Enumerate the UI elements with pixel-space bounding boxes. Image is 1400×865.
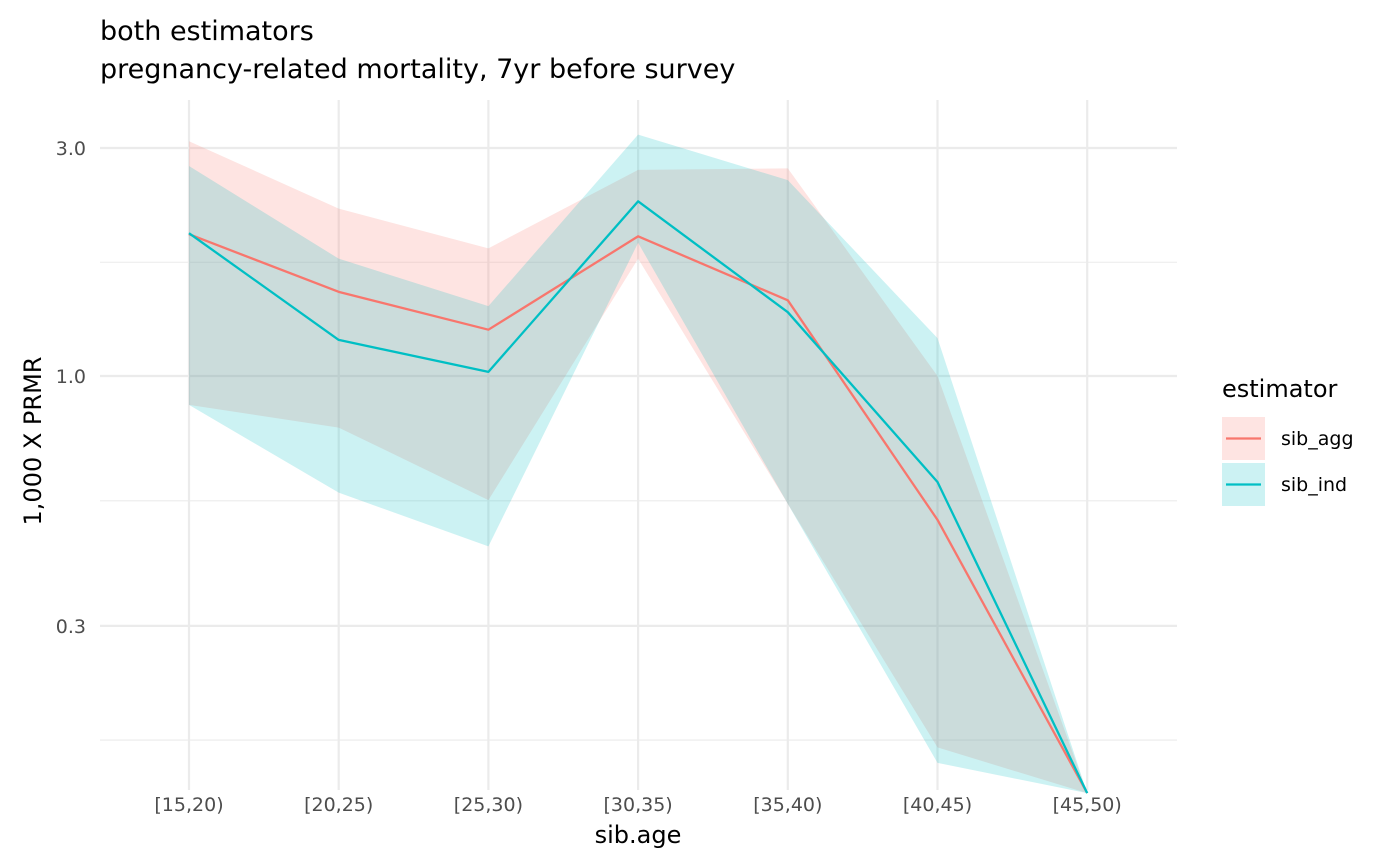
ribbons	[189, 134, 1088, 794]
y-axis-ticks: 3.0 1.0 0.3	[56, 138, 86, 638]
grid	[100, 100, 1177, 790]
y-axis-title: 1,000 X PRMR	[19, 357, 47, 526]
legend-label: sib_agg	[1281, 428, 1354, 450]
x-tick-label: [40,45)	[903, 794, 972, 816]
chart-title: both estimators	[100, 16, 314, 47]
legend-title: estimator	[1222, 375, 1338, 403]
legend-item-sib_agg: sib_agg	[1222, 417, 1354, 460]
x-tick-label: [30,35)	[603, 794, 672, 816]
x-tick-label: [35,40)	[753, 794, 822, 816]
legend: estimator sib_agg sib_ind	[1222, 375, 1354, 506]
legend-label: sib_ind	[1281, 474, 1347, 496]
x-tick-label: [25,30)	[454, 794, 523, 816]
ribbon-sib_ind	[189, 134, 1088, 794]
ribbon-sib_agg	[189, 141, 1088, 794]
legend-item-sib_ind: sib_ind	[1222, 463, 1347, 506]
x-tick-label: [45,50)	[1053, 794, 1122, 816]
x-axis-title: sib.age	[595, 821, 682, 849]
x-axis-ticks: [15,20) [20,25) [25,30) [30,35) [35,40) [40,4…	[154, 794, 1121, 816]
y-tick-label: 0.3	[56, 616, 86, 638]
y-tick-label: 3.0	[56, 138, 86, 160]
y-tick-label: 1.0	[56, 366, 86, 388]
x-tick-label: [15,20)	[154, 794, 223, 816]
x-tick-label: [20,25)	[304, 794, 373, 816]
chart-subtitle: pregnancy-related mortality, 7yr before …	[100, 54, 735, 85]
lines	[188, 200, 1089, 794]
